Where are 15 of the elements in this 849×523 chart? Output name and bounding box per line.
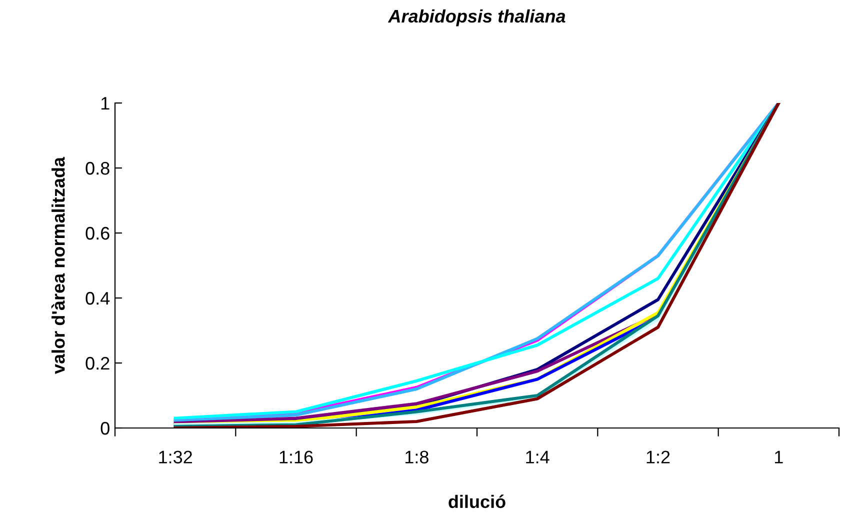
x-tick-label: 1	[775, 450, 783, 464]
x-tick-label: 1:2	[646, 450, 670, 464]
x-tick-label: 1:4	[526, 450, 550, 464]
y-tick-label: 1	[101, 97, 110, 110]
x-tick-label: 1:32	[159, 450, 192, 464]
y-tick-label: 0.4	[86, 292, 110, 305]
y-tick-label: 0.6	[86, 226, 110, 240]
x-tick-label: 1:16	[280, 450, 313, 464]
y-axis-title: valor d'àrea normalitzada	[51, 156, 65, 374]
x-axis-title: dilució	[448, 494, 506, 508]
y-tick-label: 0	[100, 422, 110, 435]
y-tick-label: 0.2	[86, 356, 110, 370]
x-tick-label: 1:8	[405, 450, 428, 464]
chart-title: Arabidopsis thaliana	[388, 9, 566, 26]
y-tick-label: 0.8	[86, 162, 110, 175]
